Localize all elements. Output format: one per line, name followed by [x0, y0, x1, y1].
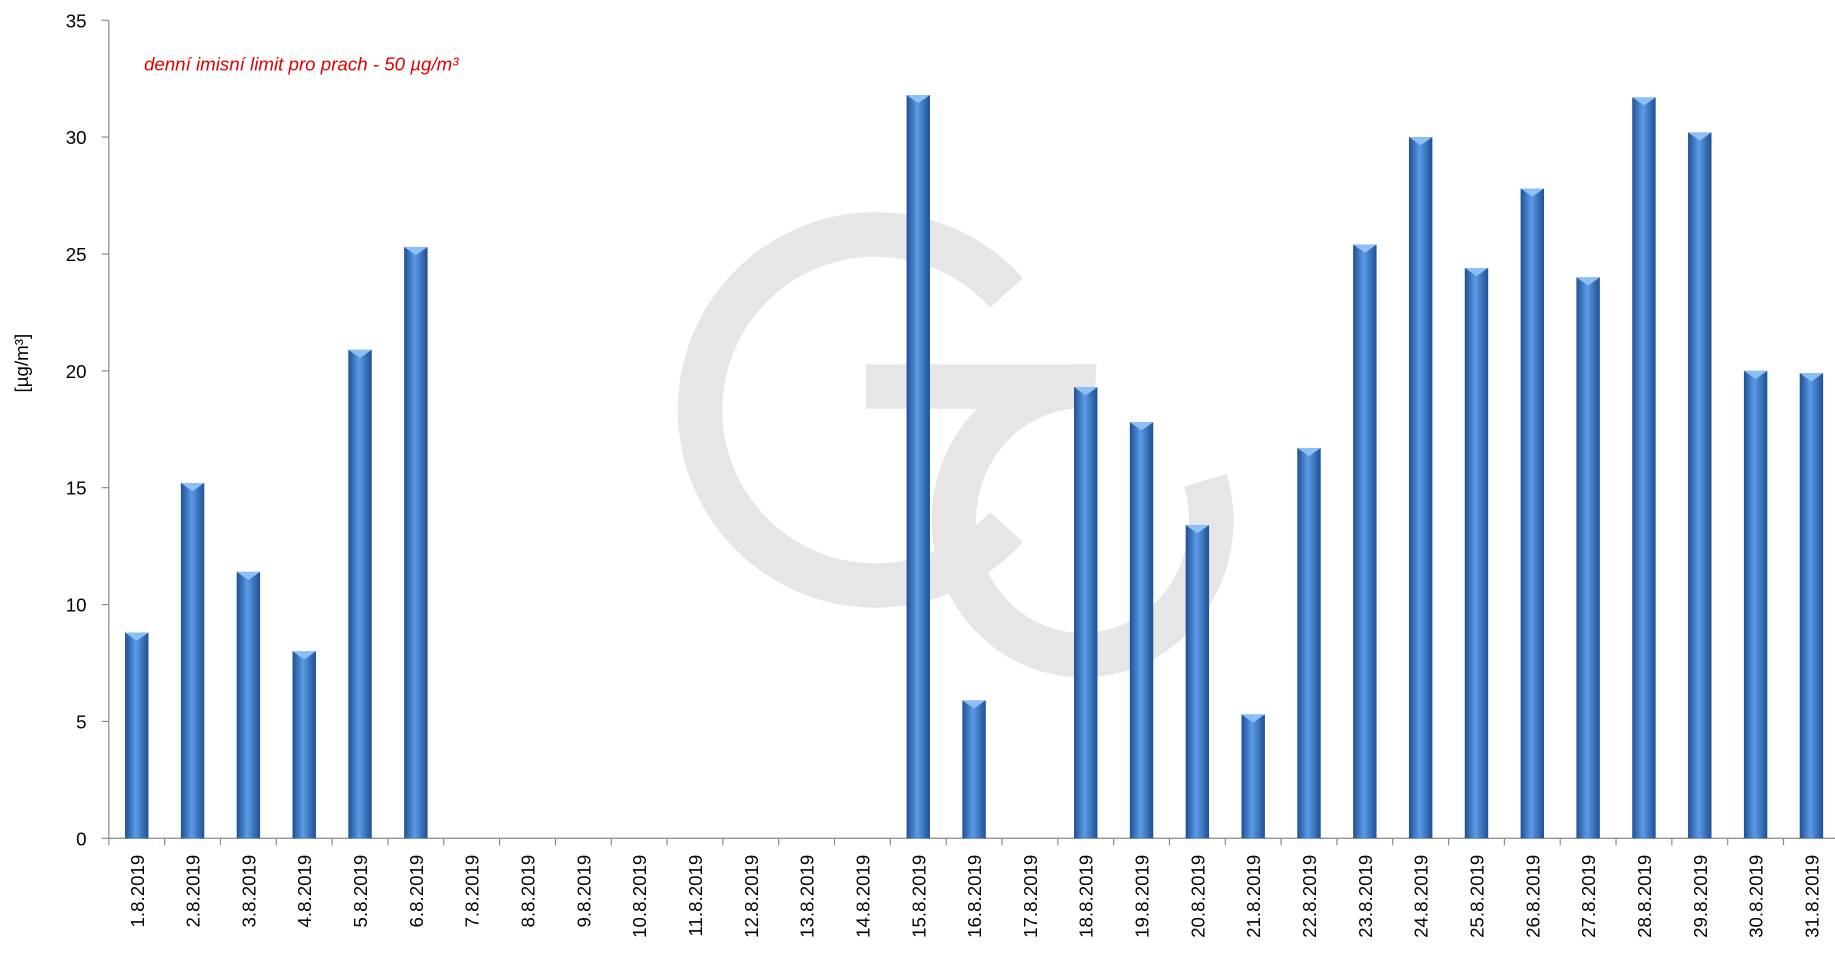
- x-tick-label: 14.8.2019: [852, 855, 873, 938]
- annotation: denní imisní limit pro prach - 50 µg/m³: [144, 54, 459, 75]
- x-tick-label: 20.8.2019: [1187, 855, 1208, 938]
- y-tick-label: 15: [66, 478, 87, 499]
- bar: [125, 632, 149, 839]
- x-tick-label: 16.8.2019: [964, 855, 985, 938]
- x-tick-label: 10.8.2019: [629, 855, 650, 938]
- bar: [1074, 387, 1098, 839]
- x-tick-label: 31.8.2019: [1801, 855, 1822, 938]
- bar-cap: [348, 349, 372, 358]
- bar-cap: [1297, 447, 1321, 457]
- x-tick-label: 28.8.2019: [1634, 855, 1655, 938]
- bar-cap: [1129, 422, 1154, 431]
- bar-cap: [1185, 525, 1210, 534]
- x-tick-label: 29.8.2019: [1690, 855, 1711, 938]
- bar-cap: [1743, 370, 1768, 380]
- x-tick-label: 2.8.2019: [183, 855, 204, 928]
- bar: [1520, 188, 1545, 839]
- x-tick-label: 22.8.2019: [1299, 855, 1320, 938]
- bar-cap: [1353, 244, 1377, 253]
- bar-cap: [906, 95, 930, 104]
- bar: [404, 246, 428, 839]
- bar-cap: [180, 483, 205, 492]
- x-tick-label: 7.8.2019: [462, 855, 483, 928]
- x-tick-label: 9.8.2019: [573, 855, 594, 928]
- bar-cap: [236, 571, 261, 581]
- bar: [1743, 370, 1768, 839]
- x-tick-label: 6.8.2019: [406, 855, 427, 928]
- y-tick-label: 10: [66, 595, 87, 616]
- x-tick-label: 3.8.2019: [238, 855, 259, 928]
- bar-cap: [1074, 387, 1098, 396]
- bar-cap: [125, 632, 149, 641]
- x-tick-label: 25.8.2019: [1467, 855, 1488, 938]
- x-tick-label: 18.8.2019: [1076, 855, 1097, 938]
- bar-cap: [1688, 132, 1712, 141]
- bar-cap: [404, 246, 428, 256]
- x-tick-label: 17.8.2019: [1020, 855, 1041, 938]
- bar: [1632, 97, 1656, 839]
- bar: [236, 571, 261, 839]
- bar: [1688, 132, 1712, 839]
- y-axis-label: [µg/m³]: [11, 334, 32, 393]
- bar: [292, 651, 316, 839]
- x-tick-label: 19.8.2019: [1132, 855, 1153, 938]
- y-tick-label: 0: [76, 828, 86, 849]
- bar: [1464, 267, 1489, 839]
- bar-cap: [1520, 188, 1545, 197]
- bar: [1353, 244, 1377, 839]
- bar: [348, 349, 372, 839]
- bar: [962, 700, 986, 839]
- bar: [1576, 277, 1600, 839]
- bar-cap: [292, 651, 316, 660]
- bar-cap: [962, 700, 986, 709]
- bar: [1241, 714, 1265, 839]
- y-tick-label: 5: [76, 711, 86, 732]
- x-tick-label: 27.8.2019: [1578, 855, 1599, 938]
- bar-cap: [1576, 277, 1600, 286]
- bar: [1129, 422, 1154, 839]
- y-tick-label: 35: [66, 10, 87, 31]
- bar: [1408, 137, 1433, 839]
- bar-cap: [1464, 267, 1489, 277]
- x-tick-label: 11.8.2019: [685, 855, 706, 937]
- x-tick-label: 15.8.2019: [908, 855, 929, 938]
- x-tick-label: 21.8.2019: [1243, 855, 1264, 938]
- bar: [1297, 447, 1321, 839]
- x-tick-label: 30.8.2019: [1746, 855, 1767, 938]
- bar-cap: [1799, 373, 1824, 382]
- x-tick-label: 13.8.2019: [797, 855, 818, 938]
- bar-cap: [1241, 714, 1265, 723]
- x-tick-label: 12.8.2019: [741, 855, 762, 938]
- bar-cap: [1408, 137, 1433, 146]
- y-tick-label: 25: [66, 244, 87, 265]
- x-tick-label: 24.8.2019: [1411, 855, 1432, 938]
- x-tick-label: 8.8.2019: [518, 855, 539, 928]
- y-tick-label: 20: [66, 361, 87, 382]
- y-tick-label: 30: [66, 127, 87, 148]
- bar-cap: [1632, 97, 1656, 106]
- x-tick-label: 4.8.2019: [294, 855, 315, 928]
- bar: [906, 95, 930, 839]
- x-tick-label: 1.8.2019: [127, 855, 148, 928]
- bar: [1185, 525, 1210, 839]
- x-tick-label: 5.8.2019: [350, 855, 371, 928]
- bar: [1799, 373, 1824, 839]
- x-tick-label: 26.8.2019: [1522, 855, 1543, 938]
- bar: [180, 483, 205, 839]
- x-tick-label: 23.8.2019: [1355, 855, 1376, 938]
